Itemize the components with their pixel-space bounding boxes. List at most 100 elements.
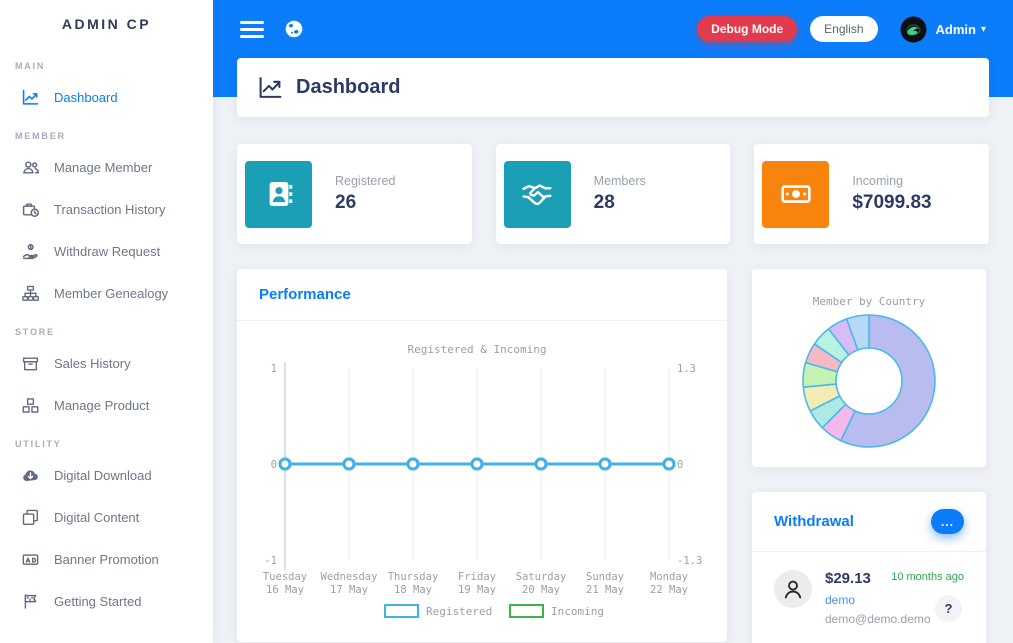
- stat-label: Registered: [335, 174, 396, 188]
- language-button[interactable]: English: [810, 16, 878, 42]
- main-area: Debug Mode English Admin ▾ Dashboard: [213, 0, 1013, 643]
- user-menu[interactable]: Admin ▾: [900, 16, 986, 43]
- svg-text:19 May: 19 May: [458, 584, 496, 596]
- sidebar-item-getting-started[interactable]: Getting Started: [0, 580, 213, 622]
- hamburger-menu-icon[interactable]: [240, 20, 264, 38]
- sidebar-item-sales-history[interactable]: Sales History: [0, 342, 213, 384]
- svg-text:21 May: 21 May: [586, 584, 624, 596]
- sidebar-item-member-genealogy[interactable]: Member Genealogy: [0, 272, 213, 314]
- svg-text:17 May: 17 May: [330, 584, 368, 596]
- help-button[interactable]: ?: [935, 595, 962, 622]
- svg-text:Wednesday: Wednesday: [321, 571, 378, 583]
- sidebar-item-label: Digital Download: [54, 467, 152, 483]
- flag-checkered-icon: [24, 593, 37, 609]
- stat-value: 26: [335, 192, 357, 213]
- withdrawal-user-link[interactable]: demo: [825, 593, 856, 607]
- page-header: Dashboard: [237, 58, 989, 117]
- section-label-store: STORE: [15, 327, 55, 337]
- sidebar-item-digital-content[interactable]: Digital Content: [0, 496, 213, 538]
- performance-heading: Performance: [259, 286, 351, 303]
- svg-text:Thursday: Thursday: [388, 571, 439, 583]
- handshake-icon: [503, 160, 571, 228]
- svg-text:0: 0: [677, 459, 683, 471]
- sidebar-item-manage-member[interactable]: Manage Member: [0, 146, 213, 188]
- avatar: [900, 16, 927, 42]
- debug-mode-badge: Debug Mode: [697, 16, 798, 42]
- sidebar-item-label: Getting Started: [54, 593, 142, 609]
- svg-text:16 May: 16 May: [266, 584, 304, 596]
- stats-row: Registered 26 Members 28: [237, 144, 989, 244]
- member-by-country-chart[interactable]: Member by Country: [752, 269, 986, 467]
- sidebar-item-dashboard[interactable]: Dashboard: [0, 76, 213, 118]
- sidebar-item-banner-promotion[interactable]: Banner Promotion: [0, 538, 213, 580]
- sitemap-icon: [22, 285, 39, 301]
- withdrawal-time: 10 months ago: [891, 571, 964, 583]
- user-name: Admin: [935, 21, 976, 37]
- withdrawal-entry: $29.13 demo demo@demo.demo 10 months ago…: [752, 552, 986, 640]
- stat-card-incoming: Incoming $7099.83: [754, 144, 989, 244]
- user-avatar-icon: [774, 570, 812, 608]
- section-label-member: MEMBER: [15, 131, 66, 141]
- performance-card: Performance Registered & Incoming 1 0 -1 1.3…: [237, 269, 727, 642]
- address-book-icon: [245, 160, 312, 228]
- chart-line-icon: [259, 77, 282, 98]
- svg-text:Friday: Friday: [458, 571, 496, 583]
- globe-icon[interactable]: [284, 19, 304, 39]
- stat-card-registered: Registered 26: [237, 144, 472, 244]
- sidebar-item-withdraw-request[interactable]: Withdraw Request: [0, 230, 213, 272]
- svg-text:0: 0: [271, 459, 277, 471]
- chevron-down-icon: ▾: [980, 23, 986, 35]
- sidebar-item-manage-product[interactable]: Manage Product: [0, 384, 213, 426]
- cloud-download-icon: [23, 469, 38, 481]
- stat-label: Members: [593, 174, 646, 188]
- sidebar-item-label: Banner Promotion: [54, 551, 159, 567]
- money-bill-icon: [762, 160, 830, 228]
- hand-holding-dollar-icon: [22, 243, 38, 259]
- svg-text:22 May: 22 May: [650, 584, 688, 596]
- svg-text:1: 1: [271, 363, 277, 375]
- svg-text:Registered: Registered: [426, 605, 492, 618]
- brand-title: ADMIN CP: [61, 16, 152, 32]
- sidebar-item-label: Withdraw Request: [54, 243, 161, 259]
- users-icon: [23, 160, 39, 174]
- section-label-main: MAIN: [15, 61, 46, 71]
- stat-value: 28: [593, 192, 615, 213]
- svg-text:Tuesday: Tuesday: [263, 571, 307, 583]
- box-icon: [22, 356, 39, 370]
- svg-text:Incoming: Incoming: [551, 605, 604, 618]
- withdrawal-heading: Withdrawal: [774, 513, 854, 530]
- sidebar-item-transaction-history[interactable]: Transaction History: [0, 188, 213, 230]
- charts-row: Performance Registered & Incoming 1 0 -1 1.3…: [237, 269, 989, 643]
- withdrawal-user-email: demo@demo.demo: [825, 612, 931, 626]
- svg-text:Sunday: Sunday: [586, 571, 624, 583]
- svg-text:Member by Country: Member by Country: [813, 295, 926, 308]
- sidebar-item-digital-download[interactable]: Digital Download: [0, 454, 213, 496]
- svg-text:Registered & Incoming: Registered & Incoming: [407, 343, 546, 356]
- content: Dashboard Registered 26: [213, 58, 1013, 643]
- withdrawal-amount: $29.13: [825, 570, 871, 587]
- svg-text:20 May: 20 May: [522, 584, 560, 596]
- svg-text:1.3: 1.3: [677, 363, 696, 375]
- performance-chart[interactable]: Registered & Incoming 1 0 -1 1.3 0 -1.3 Tuesday…: [257, 334, 707, 634]
- clone-icon: [22, 509, 38, 525]
- svg-text:-1.3: -1.3: [677, 555, 702, 567]
- svg-text:-1: -1: [264, 555, 277, 567]
- svg-text:18 May: 18 May: [394, 584, 432, 596]
- ellipsis-menu-button[interactable]: ...: [931, 509, 964, 534]
- svg-text:Monday: Monday: [650, 571, 688, 583]
- stat-value: $7099.83: [852, 192, 932, 213]
- chart-line-icon: [22, 89, 39, 105]
- sidebar-item-label: Member Genealogy: [54, 285, 169, 301]
- sidebar-item-label: Dashboard: [54, 89, 118, 105]
- sidebar-item-label: Manage Product: [54, 397, 150, 413]
- member-by-country-card: Member by Country: [752, 269, 986, 467]
- page-title: Dashboard: [296, 76, 401, 98]
- section-label-utility: UTILITY: [15, 439, 62, 449]
- sidebar-item-label: Manage Member: [54, 159, 153, 175]
- business-time-icon: [22, 202, 39, 217]
- withdrawal-card: Withdrawal ... $29.13 demo demo@demo.dem…: [752, 492, 986, 643]
- stat-card-members: Members 28: [495, 144, 731, 244]
- sidebar: ADMIN CP MAIN Dashboard MEMBER Manage Me…: [0, 0, 213, 643]
- sidebar-item-label: Transaction History: [54, 201, 166, 217]
